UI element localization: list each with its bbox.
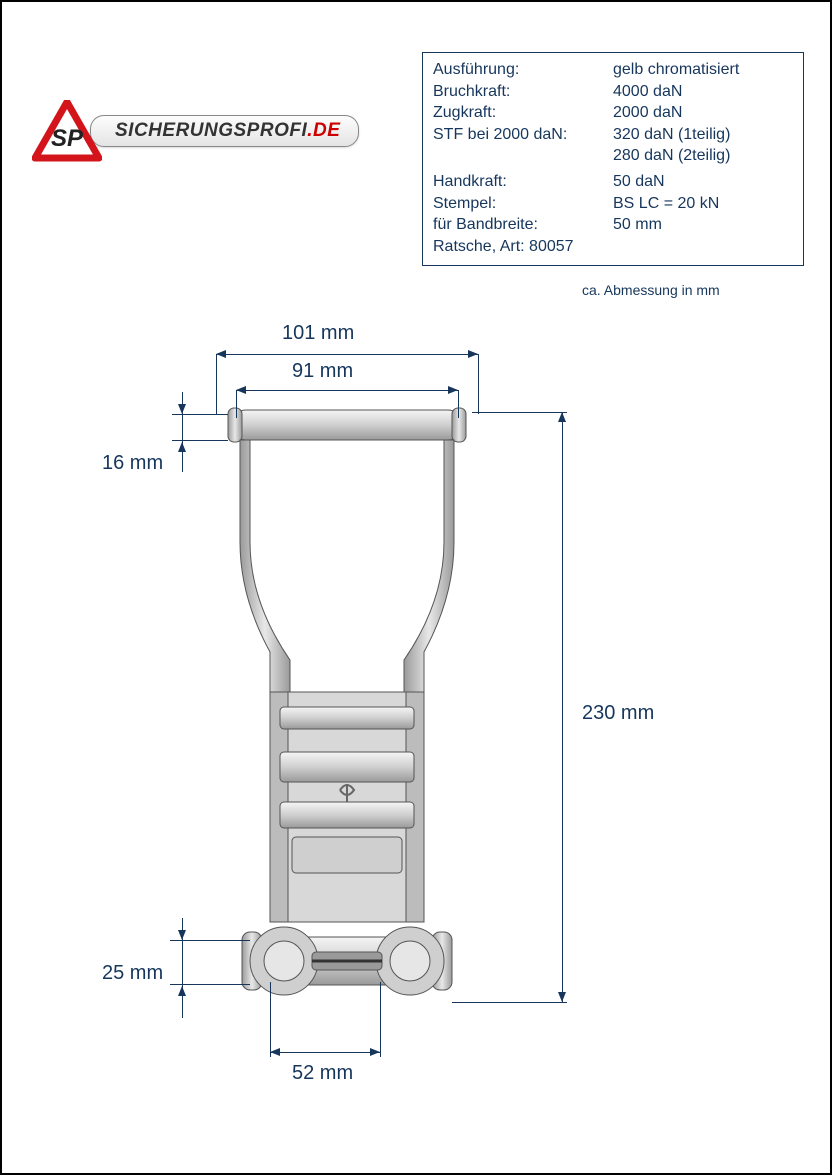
arrow-right-icon	[468, 350, 478, 358]
dim-total-height: 230 mm	[582, 702, 654, 725]
spec-value: 50 mm	[613, 214, 793, 236]
dim-ext	[380, 982, 381, 1057]
technical-drawing: 101 mm 91 mm 16 mm 230 mm 25 mm	[82, 322, 752, 1142]
spec-row: Handkraft:50 daN	[433, 171, 793, 193]
spec-table: Ausführung:gelb chromatisiert Bruchkraft…	[422, 52, 804, 266]
spec-row: für Bandbreite:50 mm	[433, 214, 793, 236]
logo-name-main: SICHERUNGSPROFI	[115, 120, 307, 141]
dim-ext	[236, 390, 237, 418]
spec-value: 50 daN	[613, 171, 793, 193]
spec-label: Stempel:	[433, 193, 613, 215]
dim-ext	[216, 354, 217, 414]
datasheet-page: SP SICHERUNGSPROFI.DE Ausführung:gelb ch…	[0, 0, 832, 1175]
arrow-up-icon	[558, 412, 566, 422]
dimension-caption: ca. Abmessung in mm	[582, 282, 720, 298]
dim-ext	[478, 354, 479, 414]
spec-row: Ausführung:gelb chromatisiert	[433, 59, 793, 81]
arrow-right-icon	[448, 386, 458, 394]
arrow-up-icon	[178, 442, 186, 452]
dim-line	[236, 390, 458, 391]
dim-ext	[172, 414, 228, 415]
spec-value: gelb chromatisiert	[613, 59, 793, 81]
dim-top-inner: 91 mm	[292, 360, 353, 383]
dim-line	[270, 1052, 380, 1053]
spec-label: Bruchkraft:	[433, 81, 613, 103]
spec-value: 4000 daN	[613, 81, 793, 103]
arrow-down-icon	[558, 992, 566, 1002]
dim-ext	[472, 412, 567, 413]
spec-row: Zugkraft:2000 daN	[433, 102, 793, 124]
spec-row: Bruchkraft:4000 daN	[433, 81, 793, 103]
brand-logo: SP SICHERUNGSPROFI.DE	[32, 100, 359, 162]
spec-footer: Ratsche, Art: 80057	[433, 236, 793, 258]
arrow-up-icon	[178, 986, 186, 996]
spec-row: 280 daN (2teilig)	[433, 145, 793, 167]
spec-label	[433, 145, 613, 167]
spec-label: Handkraft:	[433, 171, 613, 193]
arrow-down-icon	[178, 930, 186, 940]
spec-row: STF bei 2000 daN:320 daN (1teilig)	[433, 124, 793, 146]
spec-value: 2000 daN	[613, 102, 793, 124]
spec-label: STF bei 2000 daN:	[433, 124, 613, 146]
arrow-right-icon	[370, 1048, 380, 1056]
arrow-left-icon	[236, 386, 246, 394]
dim-ext	[452, 1002, 567, 1003]
logo-text: SICHERUNGSPROFI.DE	[90, 115, 359, 147]
arrow-left-icon	[216, 350, 226, 358]
spec-value: 320 daN (1teilig)	[613, 124, 793, 146]
spec-label: Ausführung:	[433, 59, 613, 81]
dim-ext	[458, 390, 459, 418]
arrow-down-icon	[178, 404, 186, 414]
ratchet-illustration	[212, 392, 482, 1032]
dim-top-outer: 101 mm	[282, 322, 354, 345]
dim-ext	[270, 982, 271, 1057]
logo-badge-text: SP	[51, 125, 84, 152]
spec-value: BS LC = 20 kN	[613, 193, 793, 215]
dim-axle-dia: 25 mm	[102, 962, 163, 985]
spec-row: Stempel:BS LC = 20 kN	[433, 193, 793, 215]
logo-name-suffix: .DE	[307, 120, 340, 141]
warning-triangle-icon: SP	[32, 100, 102, 162]
dim-handle-dia: 16 mm	[102, 452, 163, 475]
arrow-left-icon	[270, 1048, 280, 1056]
spec-label: Zugkraft:	[433, 102, 613, 124]
dim-line	[562, 412, 563, 1002]
dim-line	[216, 354, 478, 355]
spec-value: 280 daN (2teilig)	[613, 145, 793, 167]
spec-label: für Bandbreite:	[433, 214, 613, 236]
dim-bottom-inner: 52 mm	[292, 1062, 353, 1085]
dim-ext	[172, 440, 228, 441]
